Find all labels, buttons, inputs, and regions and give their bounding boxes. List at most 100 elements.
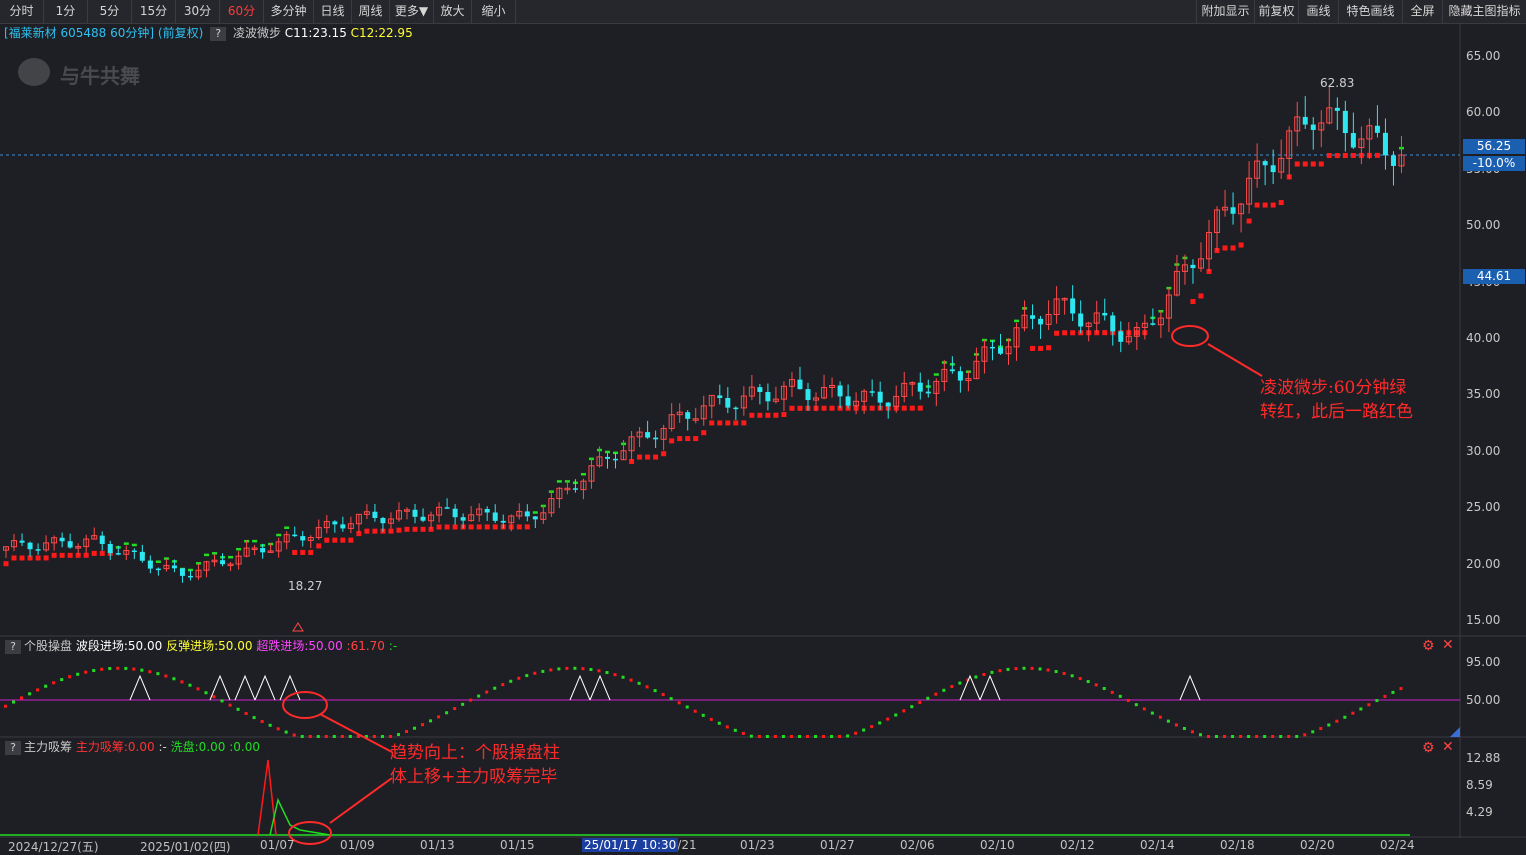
osc-dot (204, 691, 208, 695)
osc-dot (1263, 735, 1267, 738)
time-axis-label-15: 02/24 (1380, 838, 1415, 852)
candle-body-up (708, 394, 715, 407)
candle-body-down (171, 565, 177, 569)
candle-body-up (780, 385, 787, 400)
osc-dot (781, 735, 785, 738)
stop-dot (195, 562, 201, 565)
candle-body-up (395, 510, 402, 520)
candle-body-down (1310, 124, 1316, 130)
osc-dot (1182, 726, 1186, 730)
osc-dot (156, 672, 160, 676)
toolbar-btn-10[interactable]: 放大 (434, 0, 472, 23)
osc-dot (308, 735, 312, 738)
gear-icon[interactable]: ⚙ (1422, 740, 1435, 756)
stop-dot (765, 412, 771, 418)
toolbar-btn-4[interactable]: 30分 (176, 0, 220, 23)
toolbar-btn-11[interactable]: 缩小 (472, 0, 516, 23)
candle-body-up (580, 480, 587, 491)
stop-dot (1342, 152, 1348, 158)
stop-dot (324, 537, 330, 543)
panel2-help-button[interactable]: ? (5, 639, 21, 654)
toolbar-btn-6[interactable]: 多分钟 (264, 0, 314, 23)
price-axis-label-3: 50.00 (1466, 218, 1501, 233)
osc-dot (268, 723, 272, 727)
stop-dot (484, 524, 490, 530)
osc-dot (1070, 674, 1074, 678)
candle-body-up (1165, 294, 1172, 319)
indicator-help-button[interactable]: ? (210, 26, 227, 41)
osc-dot (621, 675, 625, 679)
osc-dot (356, 735, 360, 738)
stop-dot (123, 542, 129, 545)
stop-dot (1278, 200, 1284, 206)
osc-dot (324, 735, 328, 738)
candle-body-up (235, 555, 242, 565)
time-axis-label-11: 02/12 (1060, 838, 1095, 852)
toolbar-btn-3[interactable]: 15分 (132, 0, 176, 23)
osc-dot (260, 720, 264, 724)
stop-dot (1326, 153, 1332, 159)
osc-dot (870, 725, 874, 729)
toolbar-btn-0[interactable]: 分时 (0, 0, 44, 23)
stop-dot (693, 436, 699, 442)
candle-body-up (43, 542, 50, 551)
candle-body-up (556, 487, 563, 500)
osc-dot (164, 674, 168, 678)
buy-signal-triangle (234, 674, 256, 701)
candle-body-down (115, 553, 121, 555)
candle-body-up (1141, 322, 1148, 328)
osc-dot (1207, 735, 1210, 738)
candle-body-down (1302, 116, 1308, 125)
osc-dot (533, 671, 537, 675)
candle-body-up (1045, 314, 1052, 325)
toolbar-btn-5[interactable]: 60分 (220, 0, 264, 23)
osc-dot (749, 734, 753, 738)
stop-dot (1102, 330, 1108, 336)
candle-body-up (620, 450, 627, 461)
toolbar-btn-7[interactable]: 日线 (314, 0, 352, 23)
candle-body-down (725, 398, 731, 408)
price-axis-label-1: 60.00 (1466, 105, 1501, 120)
price-axis-label-9: 20.00 (1466, 556, 1501, 571)
stop-dot (99, 550, 105, 556)
toolbar-btn-8[interactable]: 周线 (352, 0, 390, 23)
candle-body-up (676, 411, 683, 416)
toolbar-btn-1[interactable]: 1分 (44, 0, 88, 23)
toolbar-right-btn-0[interactable]: 附加显示 (1196, 0, 1255, 23)
toolbar-btn-2[interactable]: 5分 (88, 0, 132, 23)
candle-body-down (957, 371, 963, 381)
candle-body-down (147, 560, 153, 569)
candle-body-up (853, 400, 860, 407)
adjust-label: (前复权) (157, 26, 204, 40)
osc-dot (701, 713, 705, 717)
osc-dot (998, 669, 1002, 673)
close-icon[interactable]: ✕ (1442, 637, 1454, 653)
osc-dot (1174, 723, 1178, 727)
osc-dot (878, 721, 882, 725)
osc-dot (950, 685, 954, 689)
candle-body-up (1093, 312, 1100, 324)
osc-dot (244, 711, 248, 715)
osc-dot (124, 666, 128, 670)
osc-dot (1046, 668, 1050, 672)
osc-dot (613, 673, 617, 677)
panel3-help-button[interactable]: ? (5, 740, 21, 755)
price-axis-label-8: 25.00 (1466, 500, 1501, 515)
time-axis-label-2: 01/07 (260, 838, 295, 852)
candle-body-down (380, 517, 386, 524)
stop-dot (396, 527, 402, 533)
osc-dot (364, 735, 368, 738)
osc-dot (926, 696, 930, 700)
osc-dot (445, 711, 449, 715)
osc-dot (822, 735, 826, 738)
stop-dot (637, 454, 643, 460)
osc-dot (757, 735, 761, 738)
gear-icon[interactable]: ⚙ (1422, 638, 1435, 654)
osc-dot (1102, 687, 1106, 691)
candle-body-down (1078, 313, 1084, 327)
close-icon[interactable]: ✕ (1442, 739, 1454, 755)
stop-dot (444, 524, 450, 530)
osc-dot (806, 735, 809, 738)
toolbar-btn-9[interactable]: 更多▼ (390, 0, 434, 23)
